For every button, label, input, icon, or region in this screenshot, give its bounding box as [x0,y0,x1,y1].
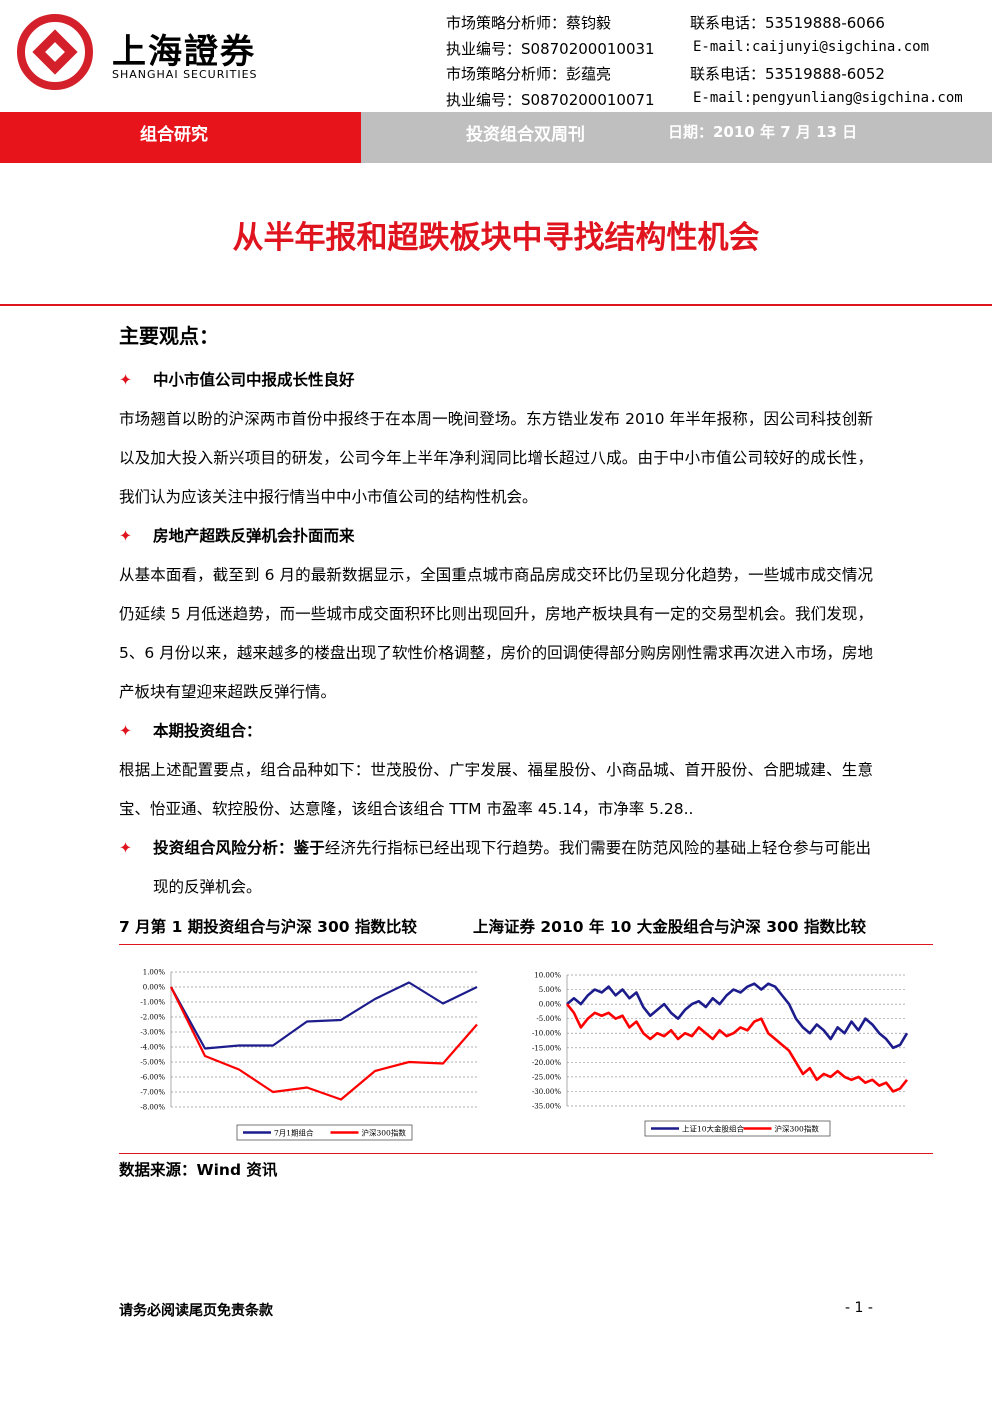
chart: -35.00% -30.00% -25.00% -20.00% -15.00% -10.0… [532,972,909,1137]
y-tick-label: -2.00% [140,1014,165,1022]
y-tick-label: -35.00% [532,1103,561,1111]
series-line [566,982,909,1050]
banner-grey [361,112,992,163]
y-tick-label: -25.00% [532,1073,561,1081]
y-tick-label: 0.00% [143,984,166,992]
analyst-phone: 联系电话：53519888-6066 [690,14,885,32]
y-tick-label: -7.00% [140,1089,165,1097]
legend-label: 沪深300指数 [362,1128,407,1138]
banner-red [0,112,361,163]
legend-label: 上证10大金股组合 [682,1124,745,1134]
y-tick-label: 5.00% [539,986,562,994]
chart-rule [119,1153,933,1154]
point-title-text: 投资组合风险分析：鉴于 [153,839,325,857]
analyst-id: 执业编号：S0870200010031 [446,40,655,58]
point-text: 从基本面看，截至到 6 月的最新数据显示，全国重点城市商品房成交环比仍呈现分化趋… [119,566,873,701]
title-rule [0,304,992,306]
page-number: - 1 - [845,1300,873,1316]
y-tick-label: -20.00% [532,1059,561,1067]
source: 数据来源：Wind 资讯 [119,1161,278,1179]
y-tick-label: -8.00% [140,1104,165,1112]
chart: -8.00% -7.00% -6.00% -5.00% -4.00% -3.00% -2.0… [140,969,478,1141]
y-tick-label: 0.00% [539,1001,562,1009]
y-tick-label: -4.00% [140,1044,165,1052]
logo-cn: 上海證券 [112,32,256,72]
legend-box [236,1124,413,1141]
banner-section: 组合研究 [140,125,208,145]
analyst-role: 市场策略分析师：彭蕴亮 [446,65,612,83]
series-line [170,981,478,1050]
point-text: 经济先行指标已经出现下行趋势。我们需要在防范风险的基础上轻仓参与可能出现的反弹机… [153,839,871,896]
legend-box [644,1120,831,1137]
doc-title: 从半年报和超跌板块中寻找结构性机会 [232,220,760,256]
point-title: ✦ 中小市值公司中报成长性良好 [119,371,355,389]
banner-series: 投资组合双周刊 [466,125,585,145]
legend-label: 沪深300指数 [775,1124,820,1134]
analyst-role: 市场策略分析师：蔡钧毅 [446,14,612,32]
y-tick-label: -1.00% [140,999,165,1007]
disclaimer: 请务必阅读尾页免责条款 [119,1303,273,1319]
point-title-text: 本期投资组合： [153,722,262,740]
point-title: ✦ 本期投资组合： [119,722,262,740]
point-title-text: 中小市值公司中报成长性良好 [153,371,355,389]
y-tick-label: 1.00% [143,969,166,977]
chart-title: 7 月第 1 期投资组合与沪深 300 指数比较 [119,918,417,936]
chart-title: 上海证券 2010 年 10 大金股组合与沪深 300 指数比较 [473,918,866,936]
y-tick-label: -30.00% [532,1088,561,1096]
y-tick-label: -6.00% [140,1074,165,1082]
analyst-email: E-mail:caijunyi@sigchina.com [693,39,930,55]
y-tick-label: -15.00% [532,1044,561,1052]
legend-label: 7月1期组合 [274,1128,314,1138]
analyst-phone: 联系电话：53519888-6052 [690,65,885,83]
y-tick-label: -3.00% [140,1029,165,1037]
point-title-text: 房地产超跌反弹机会扑面而来 [153,527,355,545]
logo-mark [17,14,93,90]
y-tick-label: 10.00% [534,972,561,980]
chart-rule [119,944,933,945]
point-text: 市场翘首以盼的沪深两市首份中报终于在本周一晚间登场。东方锆业发布 2010 年半… [119,410,873,506]
series-line [565,1003,909,1093]
y-tick-label: -10.00% [532,1030,561,1038]
series-line [170,986,478,1101]
analyst-id: 执业编号：S0870200010071 [446,91,655,109]
summary-heading: 主要观点： [119,324,219,348]
banner-date: 日期：2010 年 7 月 13 日 [668,123,858,141]
point-risk: ✦ 投资组合风险分析：鉴于经济先行指标已经出现下行趋势。我们需要在防范风险的基础上… [119,839,871,896]
point-text: 根据上述配置要点，组合品种如下：世茂股份、广宇发展、福星股份、小商品城、首开股份… [119,761,873,818]
logo-en: SHANGHAI SECURITIES [112,68,258,81]
y-tick-label: -5.00% [536,1015,561,1023]
point-title: ✦ 房地产超跌反弹机会扑面而来 [119,527,355,545]
analyst-email: E-mail:pengyunliang@sigchina.com [693,90,963,106]
y-tick-label: -5.00% [140,1059,165,1067]
